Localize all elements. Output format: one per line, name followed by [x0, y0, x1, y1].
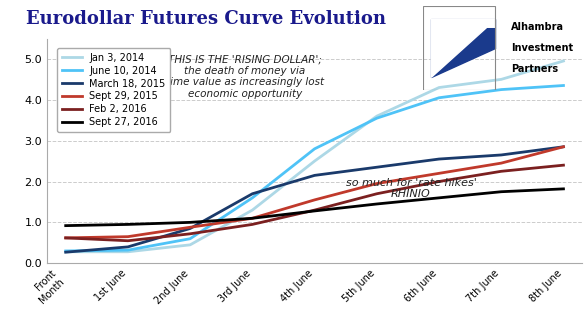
Text: THIS IS THE 'RISING DOLLAR';
the death of money via
time value as increasingly l: THIS IS THE 'RISING DOLLAR'; the death o…	[166, 54, 324, 99]
Line: June 10, 2014: June 10, 2014	[66, 85, 563, 251]
Feb 2, 2016	[311, 208, 318, 212]
Feb 2, 2016	[560, 163, 567, 167]
Jan 3, 2014	[436, 86, 443, 90]
June 10, 2014	[249, 196, 256, 200]
Feb 2, 2016	[62, 236, 69, 240]
Feb 2, 2016	[249, 222, 256, 226]
March 18, 2015	[186, 227, 193, 230]
Jan 3, 2014	[186, 243, 193, 247]
March 18, 2015	[62, 250, 69, 254]
March 18, 2015	[125, 245, 132, 249]
Sept 29, 2015	[311, 198, 318, 202]
Text: Investment: Investment	[510, 43, 573, 53]
June 10, 2014	[497, 88, 505, 91]
Sept 29, 2015	[560, 145, 567, 149]
Line: Sept 27, 2016: Sept 27, 2016	[66, 189, 563, 226]
Polygon shape	[431, 19, 495, 77]
Feb 2, 2016	[186, 232, 193, 236]
Line: Feb 2, 2016: Feb 2, 2016	[66, 165, 563, 241]
Sept 29, 2015	[186, 225, 193, 229]
March 18, 2015	[311, 173, 318, 177]
June 10, 2014	[311, 147, 318, 151]
Line: Sept 29, 2015: Sept 29, 2015	[66, 147, 563, 238]
Sept 27, 2016	[62, 224, 69, 228]
Sept 27, 2016	[373, 202, 380, 206]
Polygon shape	[431, 19, 495, 77]
Sept 29, 2015	[436, 171, 443, 175]
Text: Partners: Partners	[510, 64, 558, 74]
Sept 27, 2016	[311, 209, 318, 213]
Line: March 18, 2015: March 18, 2015	[66, 147, 563, 252]
Jan 3, 2014	[249, 208, 256, 212]
Sept 29, 2015	[373, 182, 380, 186]
Sept 27, 2016	[186, 221, 193, 224]
Sept 27, 2016	[436, 196, 443, 200]
Sept 29, 2015	[125, 235, 132, 239]
June 10, 2014	[125, 248, 132, 252]
June 10, 2014	[373, 116, 380, 120]
Jan 3, 2014	[497, 77, 505, 81]
Jan 3, 2014	[125, 250, 132, 254]
Feb 2, 2016	[436, 179, 443, 183]
June 10, 2014	[186, 237, 193, 241]
Legend: Jan 3, 2014, June 10, 2014, March 18, 2015, Sept 29, 2015, Feb 2, 2016, Sept 27,: Jan 3, 2014, June 10, 2014, March 18, 20…	[57, 48, 171, 132]
Sept 29, 2015	[497, 161, 505, 165]
June 10, 2014	[62, 249, 69, 253]
Text: so much for 'rate hikes'
RHINIO: so much for 'rate hikes' RHINIO	[346, 178, 476, 199]
Sept 27, 2016	[249, 216, 256, 220]
June 10, 2014	[436, 96, 443, 100]
June 10, 2014	[560, 83, 567, 87]
Sept 27, 2016	[560, 187, 567, 191]
March 18, 2015	[560, 145, 567, 149]
March 18, 2015	[249, 192, 256, 196]
Jan 3, 2014	[560, 59, 567, 63]
Feb 2, 2016	[373, 192, 380, 196]
March 18, 2015	[497, 153, 505, 157]
Text: Eurodollar Futures Curve Evolution: Eurodollar Futures Curve Evolution	[26, 10, 386, 28]
Sept 27, 2016	[497, 190, 505, 194]
Jan 3, 2014	[311, 159, 318, 163]
Sept 29, 2015	[62, 236, 69, 240]
Sept 29, 2015	[249, 216, 256, 220]
Jan 3, 2014	[373, 114, 380, 118]
Jan 3, 2014	[62, 250, 69, 254]
Sept 27, 2016	[125, 222, 132, 226]
March 18, 2015	[436, 157, 443, 161]
Feb 2, 2016	[125, 239, 132, 243]
Text: Alhambra: Alhambra	[510, 22, 564, 32]
Line: Jan 3, 2014: Jan 3, 2014	[66, 61, 563, 252]
March 18, 2015	[373, 165, 380, 169]
Feb 2, 2016	[497, 169, 505, 173]
